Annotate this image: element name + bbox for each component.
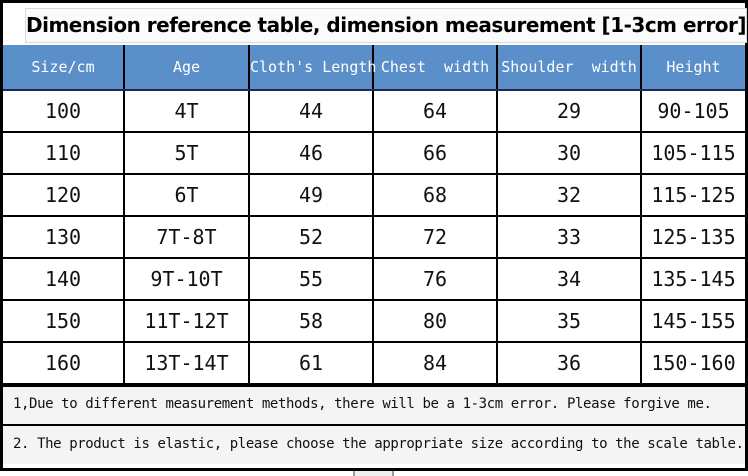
cell-length: 55 — [248, 257, 374, 301]
cell-shoulder: 36 — [496, 341, 642, 385]
header-cell-height: Height — [640, 45, 745, 91]
cell-age: 7T-8T — [123, 215, 250, 259]
cell-shoulder: 34 — [496, 257, 642, 301]
cell-age: 13T-14T — [123, 341, 250, 385]
cell-chest: 80 — [372, 299, 498, 343]
cell-chest: 76 — [372, 257, 498, 301]
cell-height: 105-115 — [640, 131, 745, 175]
header-cell-length: Cloth's Length — [248, 45, 376, 91]
cell-length: 44 — [248, 89, 374, 133]
title-bar: Dimension reference table, dimension mea… — [3, 3, 748, 45]
cell-size: 140 — [3, 257, 125, 301]
cell-size: 100 — [3, 89, 125, 133]
cell-height: 125-135 — [640, 215, 745, 259]
cell-height: 135-145 — [640, 257, 745, 301]
table-row: 120 6T 49 68 32 115-125 — [3, 173, 745, 217]
table-row: 160 13T-14T 61 84 36 150-160 — [3, 341, 745, 385]
cell-height: 115-125 — [640, 173, 745, 217]
cell-chest: 66 — [372, 131, 498, 175]
cell-age: 6T — [123, 173, 250, 217]
table-row: 130 7T-8T 52 72 33 125-135 — [3, 215, 745, 259]
table-row: 110 5T 46 66 30 105-115 — [3, 131, 745, 175]
cell-size: 110 — [3, 131, 125, 175]
cell-shoulder: 33 — [496, 215, 642, 259]
cropped-gridline-right — [392, 471, 394, 476]
cell-shoulder: 30 — [496, 131, 642, 175]
cell-shoulder: 35 — [496, 299, 642, 343]
cell-size: 130 — [3, 215, 125, 259]
header-cell-shoulder: Shoulder width — [496, 45, 642, 91]
cell-age: 5T — [123, 131, 250, 175]
header-cell-size: Size/cm — [3, 45, 125, 91]
cell-chest: 68 — [372, 173, 498, 217]
table-row: 140 9T-10T 55 76 34 135-145 — [3, 257, 745, 301]
cell-size: 160 — [3, 341, 125, 385]
cell-length: 61 — [248, 341, 374, 385]
cell-length: 49 — [248, 173, 374, 217]
table-row: 100 4T 44 64 29 90-105 — [3, 89, 745, 133]
cell-size: 150 — [3, 299, 125, 343]
table-row: 150 11T-12T 58 80 35 145-155 — [3, 299, 745, 343]
header-row: Size/cm Age Cloth's Length Chest width S… — [3, 45, 745, 91]
cell-length: 58 — [248, 299, 374, 343]
cell-shoulder: 32 — [496, 173, 642, 217]
size-table: Size/cm Age Cloth's Length Chest width S… — [3, 45, 745, 385]
cell-shoulder: 29 — [496, 89, 642, 133]
cell-length: 52 — [248, 215, 374, 259]
cropped-gridline-left — [353, 471, 355, 476]
cell-age: 9T-10T — [123, 257, 250, 301]
note-measurement-error: 1,Due to different measurement methods, … — [3, 385, 745, 424]
cell-length: 46 — [248, 131, 374, 175]
page-title: Dimension reference table, dimension mea… — [25, 8, 748, 43]
cell-height: 90-105 — [640, 89, 745, 133]
cell-age: 4T — [123, 89, 250, 133]
cell-chest: 72 — [372, 215, 498, 259]
cell-chest: 64 — [372, 89, 498, 133]
cropped-cell-fill — [353, 471, 394, 476]
note-elastic-sizing: 2. The product is elastic, please choose… — [3, 424, 745, 464]
cell-age: 11T-12T — [123, 299, 250, 343]
cell-size: 120 — [3, 173, 125, 217]
cell-height: 145-155 — [640, 299, 745, 343]
header-cell-chest: Chest width — [372, 45, 498, 91]
cell-height: 150-160 — [640, 341, 745, 385]
cropped-bottom-strip — [0, 471, 748, 476]
cell-chest: 84 — [372, 341, 498, 385]
header-cell-age: Age — [123, 45, 250, 91]
